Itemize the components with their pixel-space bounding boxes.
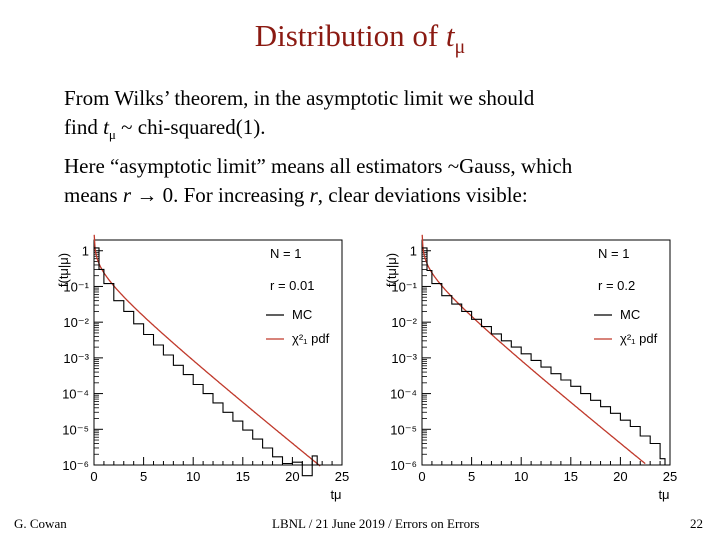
paragraph-wilks-line2: find tμ ~ chi-squared(1).	[64, 115, 266, 143]
x-tick-label: 5	[468, 469, 475, 484]
x-tick-label: 0	[418, 469, 425, 484]
mc-histogram	[422, 247, 670, 466]
x-tick-label: 20	[613, 469, 627, 484]
legend-label: χ²₁ pdf	[292, 331, 330, 346]
x-axis-title: tμ	[330, 487, 341, 502]
x-tick-label: 15	[564, 469, 578, 484]
x-tick-label: 10	[186, 469, 200, 484]
chart-r001: 0 5 10 15 20 25 10⁻⁶ 10⁻⁵ 10⁻⁴ 10⁻³ 10⁻² 10⁻¹ 1 f(tμ|…	[56, 234, 349, 502]
y-axis-title: f(tμ|μ)	[56, 253, 71, 287]
y-tick-label: 10⁻⁵	[62, 422, 89, 437]
paragraph-wilks: From Wilks’ theorem, in the asymptotic l…	[64, 84, 704, 149]
mc-histogram	[94, 247, 323, 477]
y-tick-label: 10⁻⁵	[390, 422, 417, 437]
paragraph-asymptotic: Here “asymptotic limit” means all estima…	[64, 152, 704, 210]
x-tick-label: 20	[285, 469, 299, 484]
y-tick-label: 10⁻⁴	[62, 387, 89, 402]
y-tick-label: 10⁻³	[63, 351, 89, 366]
legend-label: MC	[292, 307, 312, 322]
y-tick-label: 10⁻⁶	[390, 458, 417, 473]
y-tick-label: 10⁻⁴	[390, 387, 417, 402]
y-axis-title: f(tμ|μ)	[384, 253, 399, 287]
slide-title: Distribution of tμ	[254, 18, 466, 59]
legend-n: N = 1	[270, 246, 301, 261]
plot-frame	[93, 239, 343, 466]
x-tick-label: 25	[335, 469, 349, 484]
x-tick-label: 10	[514, 469, 528, 484]
x-axis-title: tμ	[658, 487, 669, 502]
footer-page-number: 22	[690, 516, 703, 531]
y-tick-label: 10⁻⁶	[62, 458, 89, 473]
footer-author: G. Cowan	[14, 516, 67, 531]
x-tick-label: 5	[140, 469, 147, 484]
y-tick-label: 1	[82, 244, 89, 259]
x-tick-label: 0	[90, 469, 97, 484]
y-tick-label: 1	[410, 244, 417, 259]
footer-event: LBNL / 21 June 2019 / Errors on Errors	[272, 516, 480, 531]
paragraph-asymptotic-line1: Here “asymptotic limit” means all estima…	[64, 154, 573, 178]
paragraph-asymptotic-line2: means r → 0. For increasing r, clear dev…	[64, 183, 528, 207]
plot-frame	[421, 239, 671, 466]
y-tick-label: 10⁻²	[391, 315, 417, 330]
y-tick-label: 10⁻¹	[391, 279, 417, 294]
legend-label: χ²₁ pdf	[620, 331, 658, 346]
x-tick-label: 15	[236, 469, 250, 484]
legend-r: r = 0.2	[598, 278, 635, 293]
x-tick-label: 25	[663, 469, 677, 484]
y-tick-label: 10⁻¹	[63, 279, 89, 294]
y-tick-label: 10⁻³	[391, 351, 417, 366]
legend-label: MC	[620, 307, 640, 322]
pdf-curve	[421, 234, 646, 465]
paragraph-wilks-line1: From Wilks’ theorem, in the asymptotic l…	[64, 86, 535, 110]
legend-r: r = 0.01	[270, 278, 314, 293]
legend-n: N = 1	[598, 246, 629, 261]
y-tick-label: 10⁻²	[63, 315, 89, 330]
pdf-curve	[93, 234, 321, 467]
chart-r02: 0 5 10 15 20 25 10⁻⁶ 10⁻⁵ 10⁻⁴ 10⁻³ 10⁻² 10⁻¹ 1 f(tμ|…	[384, 234, 677, 502]
